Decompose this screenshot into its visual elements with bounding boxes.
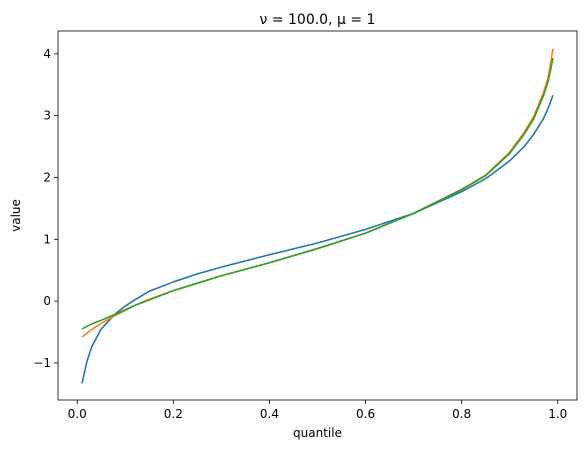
y-axis-label: value [9,199,23,232]
x-axis-label: quantile [293,426,342,440]
y-tick-label: −1 [33,356,51,370]
y-tick-label: 3 [43,109,51,123]
x-tick-label: 0.8 [452,407,471,421]
x-axis-ticks: 0.0 0.2 0.4 0.6 0.8 1.0 [68,400,567,421]
y-tick-label: 0 [43,294,51,308]
series-line-3 [81,58,554,330]
x-tick-label: 1.0 [548,407,567,421]
x-tick-label: 0.4 [260,407,279,421]
chart-title: ν = 100.0, μ = 1 [260,12,376,28]
plot-lines [81,48,554,384]
y-axis-ticks: −1 0 1 2 3 4 [33,47,58,370]
x-tick-label: 0.2 [164,407,183,421]
y-tick-label: 2 [43,170,51,184]
x-tick-label: 0.0 [68,407,87,421]
y-tick-label: 4 [43,47,51,61]
plot-frame [57,30,578,401]
x-tick-label: 0.6 [356,407,375,421]
series-line-2 [81,48,554,338]
y-tick-label: 1 [43,232,51,246]
series-line-1 [81,95,554,384]
